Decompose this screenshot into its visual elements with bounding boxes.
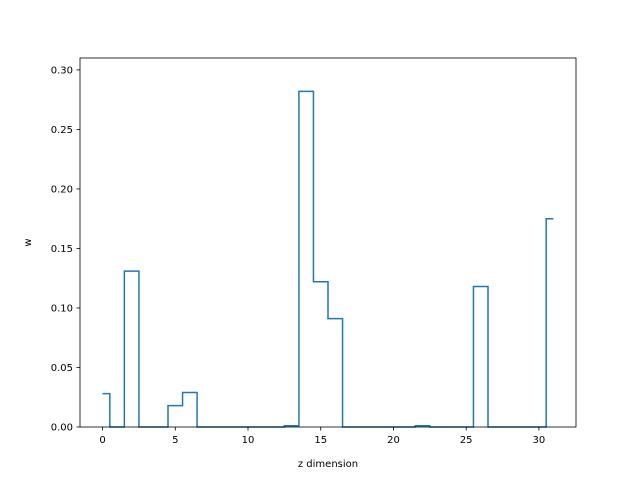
x-axis-label: z dimension — [298, 459, 358, 470]
plot-frame — [79, 57, 577, 428]
plot-background — [80, 58, 576, 427]
x-tick-label: 30 — [533, 435, 546, 446]
x-tick-label: 5 — [172, 435, 178, 446]
y-axis: 0.00 0.05 0.10 0.15 0.20 0.25 0.30 — [51, 65, 80, 434]
x-tick-label: 15 — [314, 435, 327, 446]
y-tick-label: 0.00 — [51, 423, 73, 434]
x-tick-label: 10 — [242, 435, 255, 446]
y-tick-label: 0.25 — [51, 125, 73, 136]
x-tick-label: 0 — [99, 435, 105, 446]
y-tick-label: 0.20 — [51, 184, 73, 195]
y-axis-label: w — [23, 238, 34, 246]
y-tick-label: 0.15 — [51, 244, 73, 255]
x-tick-label: 20 — [387, 435, 400, 446]
x-axis: 0 5 10 15 20 25 30 — [99, 427, 545, 446]
y-tick-label: 0.05 — [51, 363, 73, 374]
y-tick-label: 0.30 — [51, 65, 73, 76]
x-tick-label: 25 — [460, 435, 473, 446]
y-tick-label: 0.10 — [51, 303, 73, 314]
